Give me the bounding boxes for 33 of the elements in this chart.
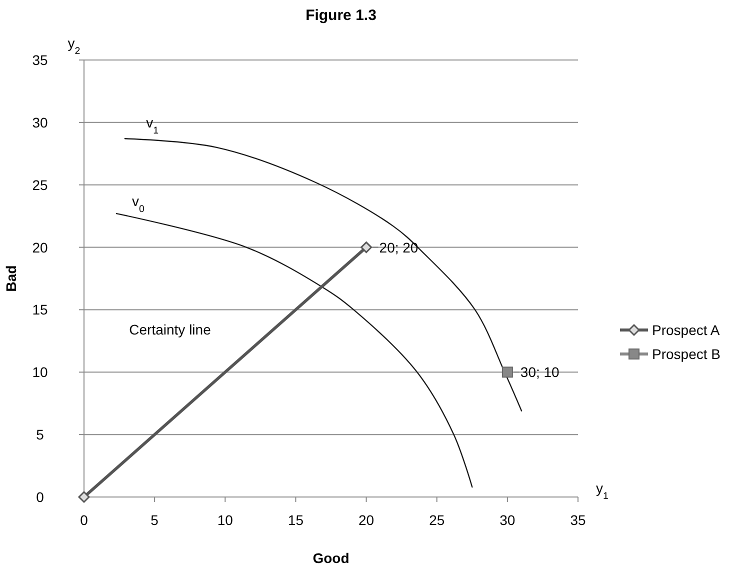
annotation: v$_{0}$ bbox=[132, 193, 145, 215]
line-series bbox=[124, 138, 522, 412]
y-tick-label: 5 bbox=[36, 426, 44, 443]
x-tick-label: 30 bbox=[500, 512, 516, 528]
y-tick-label: 0 bbox=[36, 489, 44, 505]
text: y$_{2}$ bbox=[68, 35, 80, 56]
y-tick-label: 20 bbox=[32, 239, 48, 256]
line-series bbox=[116, 212, 473, 488]
y-tick-label: 25 bbox=[32, 176, 48, 193]
legend-label: Prospect A bbox=[652, 322, 720, 338]
y-tick-label: 10 bbox=[32, 364, 48, 380]
x-tick-label: 25 bbox=[429, 512, 445, 528]
data-label: 30; 10 bbox=[520, 364, 560, 380]
x-tick-label: 5 bbox=[150, 512, 159, 528]
text: y$_{1}$ bbox=[596, 480, 608, 502]
annotation: Certainty line bbox=[129, 322, 212, 338]
x-tick-label: 20 bbox=[358, 512, 374, 528]
annotation: v$_{1}$ bbox=[146, 114, 159, 136]
y-axis-title: Bad bbox=[3, 265, 19, 292]
chart-title: Figure 1.3 bbox=[306, 7, 376, 24]
x-tick-label: 15 bbox=[288, 512, 304, 528]
x-tick-label: 10 bbox=[217, 512, 234, 528]
point bbox=[502, 366, 513, 378]
legend-label: Prospect B bbox=[652, 346, 720, 362]
point bbox=[78, 491, 90, 503]
x-tick-label: 35 bbox=[570, 512, 586, 528]
data-label: 20; 20 bbox=[379, 239, 418, 256]
x-axis-title: Good bbox=[312, 550, 350, 566]
y-tick-label: 15 bbox=[32, 302, 48, 318]
point bbox=[360, 242, 372, 254]
x-tick-label: 0 bbox=[80, 512, 88, 528]
y-tick-label: 30 bbox=[32, 114, 48, 130]
y-tick-label: 35 bbox=[32, 52, 48, 68]
